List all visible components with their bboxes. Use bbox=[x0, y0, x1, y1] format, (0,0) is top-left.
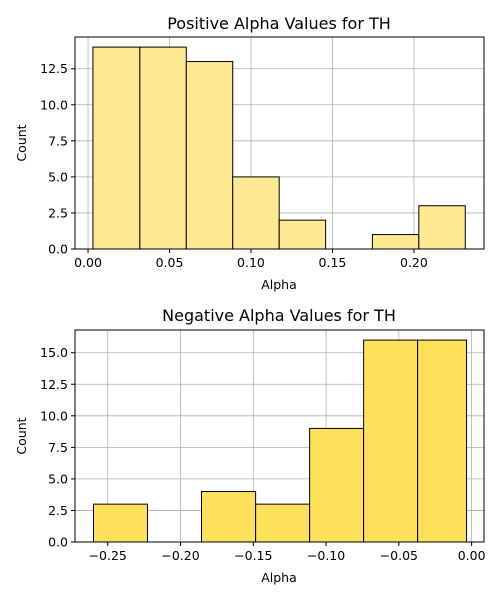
histogram-bar bbox=[371, 234, 420, 250]
histogram-bar bbox=[139, 46, 187, 250]
y-tick-label: 0.0 bbox=[48, 242, 68, 257]
y-tick-label: 7.5 bbox=[48, 133, 68, 148]
y-tick-label: 5.0 bbox=[48, 471, 68, 486]
histogram-bar bbox=[92, 46, 141, 250]
x-tick-label: 0.15 bbox=[319, 255, 347, 270]
y-tick-label: 15.0 bbox=[40, 345, 68, 360]
histogram-bar bbox=[232, 176, 280, 250]
x-tick-label: −0.20 bbox=[161, 548, 199, 563]
histogram-bar bbox=[418, 205, 466, 250]
y-tick-label: 7.5 bbox=[48, 440, 68, 455]
y-tick-label: 2.5 bbox=[48, 503, 68, 518]
chart-title: Positive Alpha Values for TH bbox=[167, 14, 391, 33]
histogram-bar bbox=[278, 219, 327, 250]
y-tick-label: 5.0 bbox=[48, 169, 68, 184]
y-axis-label: Count bbox=[14, 417, 29, 454]
histogram-bar bbox=[309, 427, 365, 543]
y-axis-label: Count bbox=[14, 124, 29, 161]
x-tick-label: −0.25 bbox=[89, 548, 127, 563]
y-tick-label: 10.0 bbox=[40, 97, 68, 112]
x-tick-label: −0.15 bbox=[234, 548, 272, 563]
plot-frame bbox=[74, 329, 485, 543]
y-ticks: 0.0 2.5 5.0 7.5 10.0 12.5 15.0 bbox=[40, 345, 75, 550]
x-tick-label: 0.00 bbox=[74, 255, 102, 270]
y-tick-label: 12.5 bbox=[40, 377, 68, 392]
x-axis-label: Alpha bbox=[261, 570, 297, 585]
histogram-bar bbox=[255, 503, 311, 543]
x-axis-label: Alpha bbox=[261, 277, 297, 292]
histogram-bar bbox=[200, 491, 257, 543]
y-tick-label: 12.5 bbox=[40, 61, 68, 76]
x-tick-label: −0.10 bbox=[307, 548, 345, 563]
x-ticks: −0.25 −0.20 −0.15 −0.10 −0.05 0.00 bbox=[89, 542, 486, 563]
y-tick-label: 2.5 bbox=[48, 205, 68, 220]
y-tick-label: 0.0 bbox=[48, 535, 68, 550]
y-ticks: 0.0 2.5 5.0 7.5 10.0 12.5 bbox=[40, 61, 75, 257]
histogram-bar bbox=[363, 339, 419, 543]
histogram-bar bbox=[417, 339, 468, 543]
bars bbox=[92, 339, 468, 543]
x-tick-label: 0.10 bbox=[237, 255, 265, 270]
bars bbox=[92, 46, 466, 250]
histogram-bar bbox=[92, 503, 148, 543]
x-tick-label: 0.00 bbox=[458, 548, 486, 563]
x-tick-label: −0.05 bbox=[380, 548, 418, 563]
histogram-bar bbox=[185, 61, 234, 250]
positive-alpha-chart: Positive Alpha Values for TH Alpha Count… bbox=[14, 14, 485, 292]
y-tick-label: 10.0 bbox=[40, 408, 68, 423]
chart-title: Negative Alpha Values for TH bbox=[162, 306, 396, 325]
x-tick-label: 0.20 bbox=[400, 255, 428, 270]
x-ticks: 0.00 0.05 0.10 0.15 0.20 bbox=[74, 249, 428, 270]
plot-frame bbox=[74, 36, 485, 250]
negative-alpha-chart: Negative Alpha Values for TH Alpha Count… bbox=[14, 306, 486, 585]
x-tick-label: 0.05 bbox=[156, 255, 184, 270]
